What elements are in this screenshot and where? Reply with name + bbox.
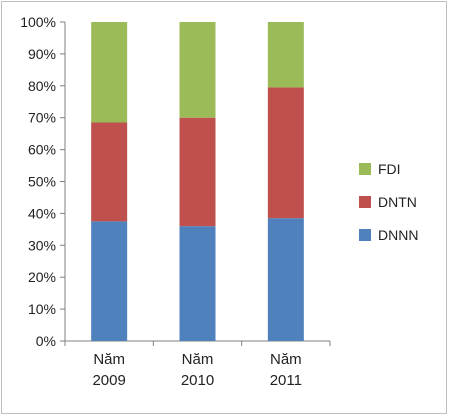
legend-label-dnnn: DNNN [378,227,418,243]
y-tick-label: 60% [28,142,56,158]
y-tick-label: 30% [28,237,56,253]
legend-swatch-dntn [359,196,371,208]
chart-labels: 0% 10% 20% 30% 40% 50% 60% 70% 80% 90% 100% Năm 2009… [20,14,302,389]
x-category-label: 2009 [92,372,125,389]
y-tick-label: 100% [20,14,56,30]
x-category-label: Năm [270,351,302,368]
y-tick-label: 80% [28,78,56,94]
y-tick-label: 40% [28,205,56,221]
chart-legend: FDI DNTN DNNN [359,161,418,243]
bar-segment-fdi [179,22,216,118]
bar-segment-dnnn [179,226,216,341]
chart-bars [91,22,304,341]
bar-segment-dnnn [91,221,128,341]
x-category-label: 2011 [270,372,302,389]
bar-segment-fdi [91,22,128,123]
x-category-label: Năm [93,351,125,368]
legend-swatch-fdi [359,163,371,175]
bar-segment-dntn [267,87,304,219]
legend-label-dntn: DNTN [378,194,417,210]
y-tick-label: 90% [28,46,56,62]
legend-label-fdi: FDI [378,161,401,177]
x-category-label: 2010 [181,372,214,389]
bar-segment-dntn [179,117,216,227]
y-tick-label: 70% [28,110,56,126]
x-category-label: Năm [182,351,214,368]
bar-segment-dnnn [267,218,304,341]
y-tick-label: 20% [28,269,56,285]
y-tick-label: 0% [36,333,56,349]
bar-segment-fdi [267,22,304,88]
y-tick-label: 50% [28,174,56,190]
legend-swatch-dnnn [359,229,371,241]
y-tick-label: 10% [28,301,56,317]
bar-segment-dntn [91,122,128,222]
